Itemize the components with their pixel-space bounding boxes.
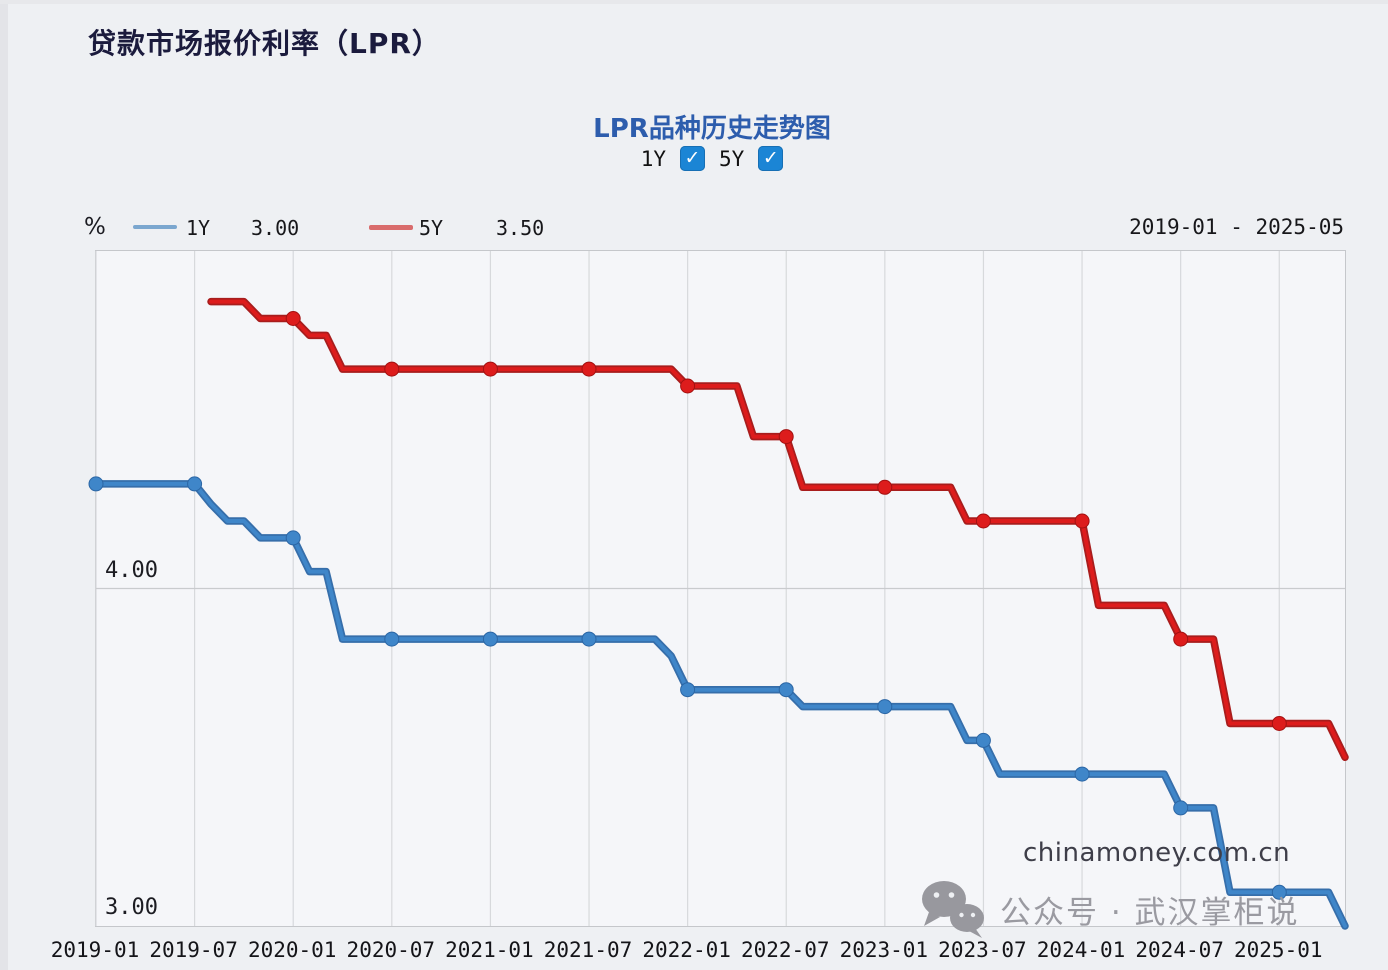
wechat-icon — [922, 881, 984, 938]
x-axis-label: 2024-01 — [1036, 938, 1126, 962]
legend-swatch-5y — [369, 225, 413, 230]
legend-row: % 1Y 3.00 5Y 3.50 2019-01 - 2025-05 — [0, 212, 1388, 244]
checkbox-5y[interactable] — [758, 146, 784, 171]
legend-swatch-1y — [133, 225, 177, 229]
x-axis-label: 2021-07 — [543, 938, 633, 962]
y-axis-unit: % — [84, 214, 106, 240]
lpr-line-chart — [88, 251, 1349, 930]
x-axis-label: 2020-07 — [346, 938, 436, 962]
x-axis-labels: 2019-01 2019-07 2020-01 2020-07 2021-01 2021-… — [0, 938, 1388, 968]
chart-title: LPR品种历史走势图 — [593, 114, 831, 144]
y-axis-label: 4.00 — [105, 557, 158, 583]
top-edge-strip — [0, 0, 1388, 4]
legend-label-5y: 5Y — [419, 216, 444, 240]
left-edge-strip — [0, 0, 8, 970]
x-axis-label: 2022-01 — [642, 938, 731, 962]
x-axis-label: 2023-07 — [938, 938, 1027, 962]
x-axis-label: 2022-07 — [740, 938, 830, 962]
series-toggles: 1Y 5Y — [18, 146, 1388, 171]
checkbox-1y[interactable] — [680, 146, 705, 171]
legend-value-5y: 3.50 — [496, 216, 545, 240]
x-axis-label: 2025-01 — [1233, 938, 1323, 962]
toggle-label-1y: 1Y — [640, 146, 666, 171]
y-axis-label: 3.00 — [105, 895, 158, 920]
page-title: 贷款市场报价利率（LPR） — [88, 27, 441, 60]
date-range: 2019-01 - 2025-05 — [1129, 215, 1344, 239]
plot-area: 4.00 3.00 — [88, 250, 1349, 930]
x-axis-label: 2020-01 — [247, 938, 337, 962]
account-watermark: 公众号 · 武汉掌柜说 — [918, 878, 1300, 940]
x-axis-label: 2019-07 — [149, 938, 238, 962]
x-axis-label: 2023-01 — [839, 938, 929, 962]
toggle-label-5y: 5Y — [719, 146, 745, 171]
legend-label-1y: 1Y — [186, 216, 211, 240]
account-watermark-text: 公众号 · 武汉掌柜说 — [1000, 894, 1300, 931]
x-axis-label: 2024-07 — [1135, 938, 1224, 962]
x-axis-label: 2021-01 — [445, 938, 534, 962]
legend-value-1y: 3.00 — [251, 216, 300, 240]
x-axis-label: 2019-01 — [50, 938, 140, 962]
chinamoney-watermark: chinamoney.com.cn — [1023, 838, 1291, 868]
